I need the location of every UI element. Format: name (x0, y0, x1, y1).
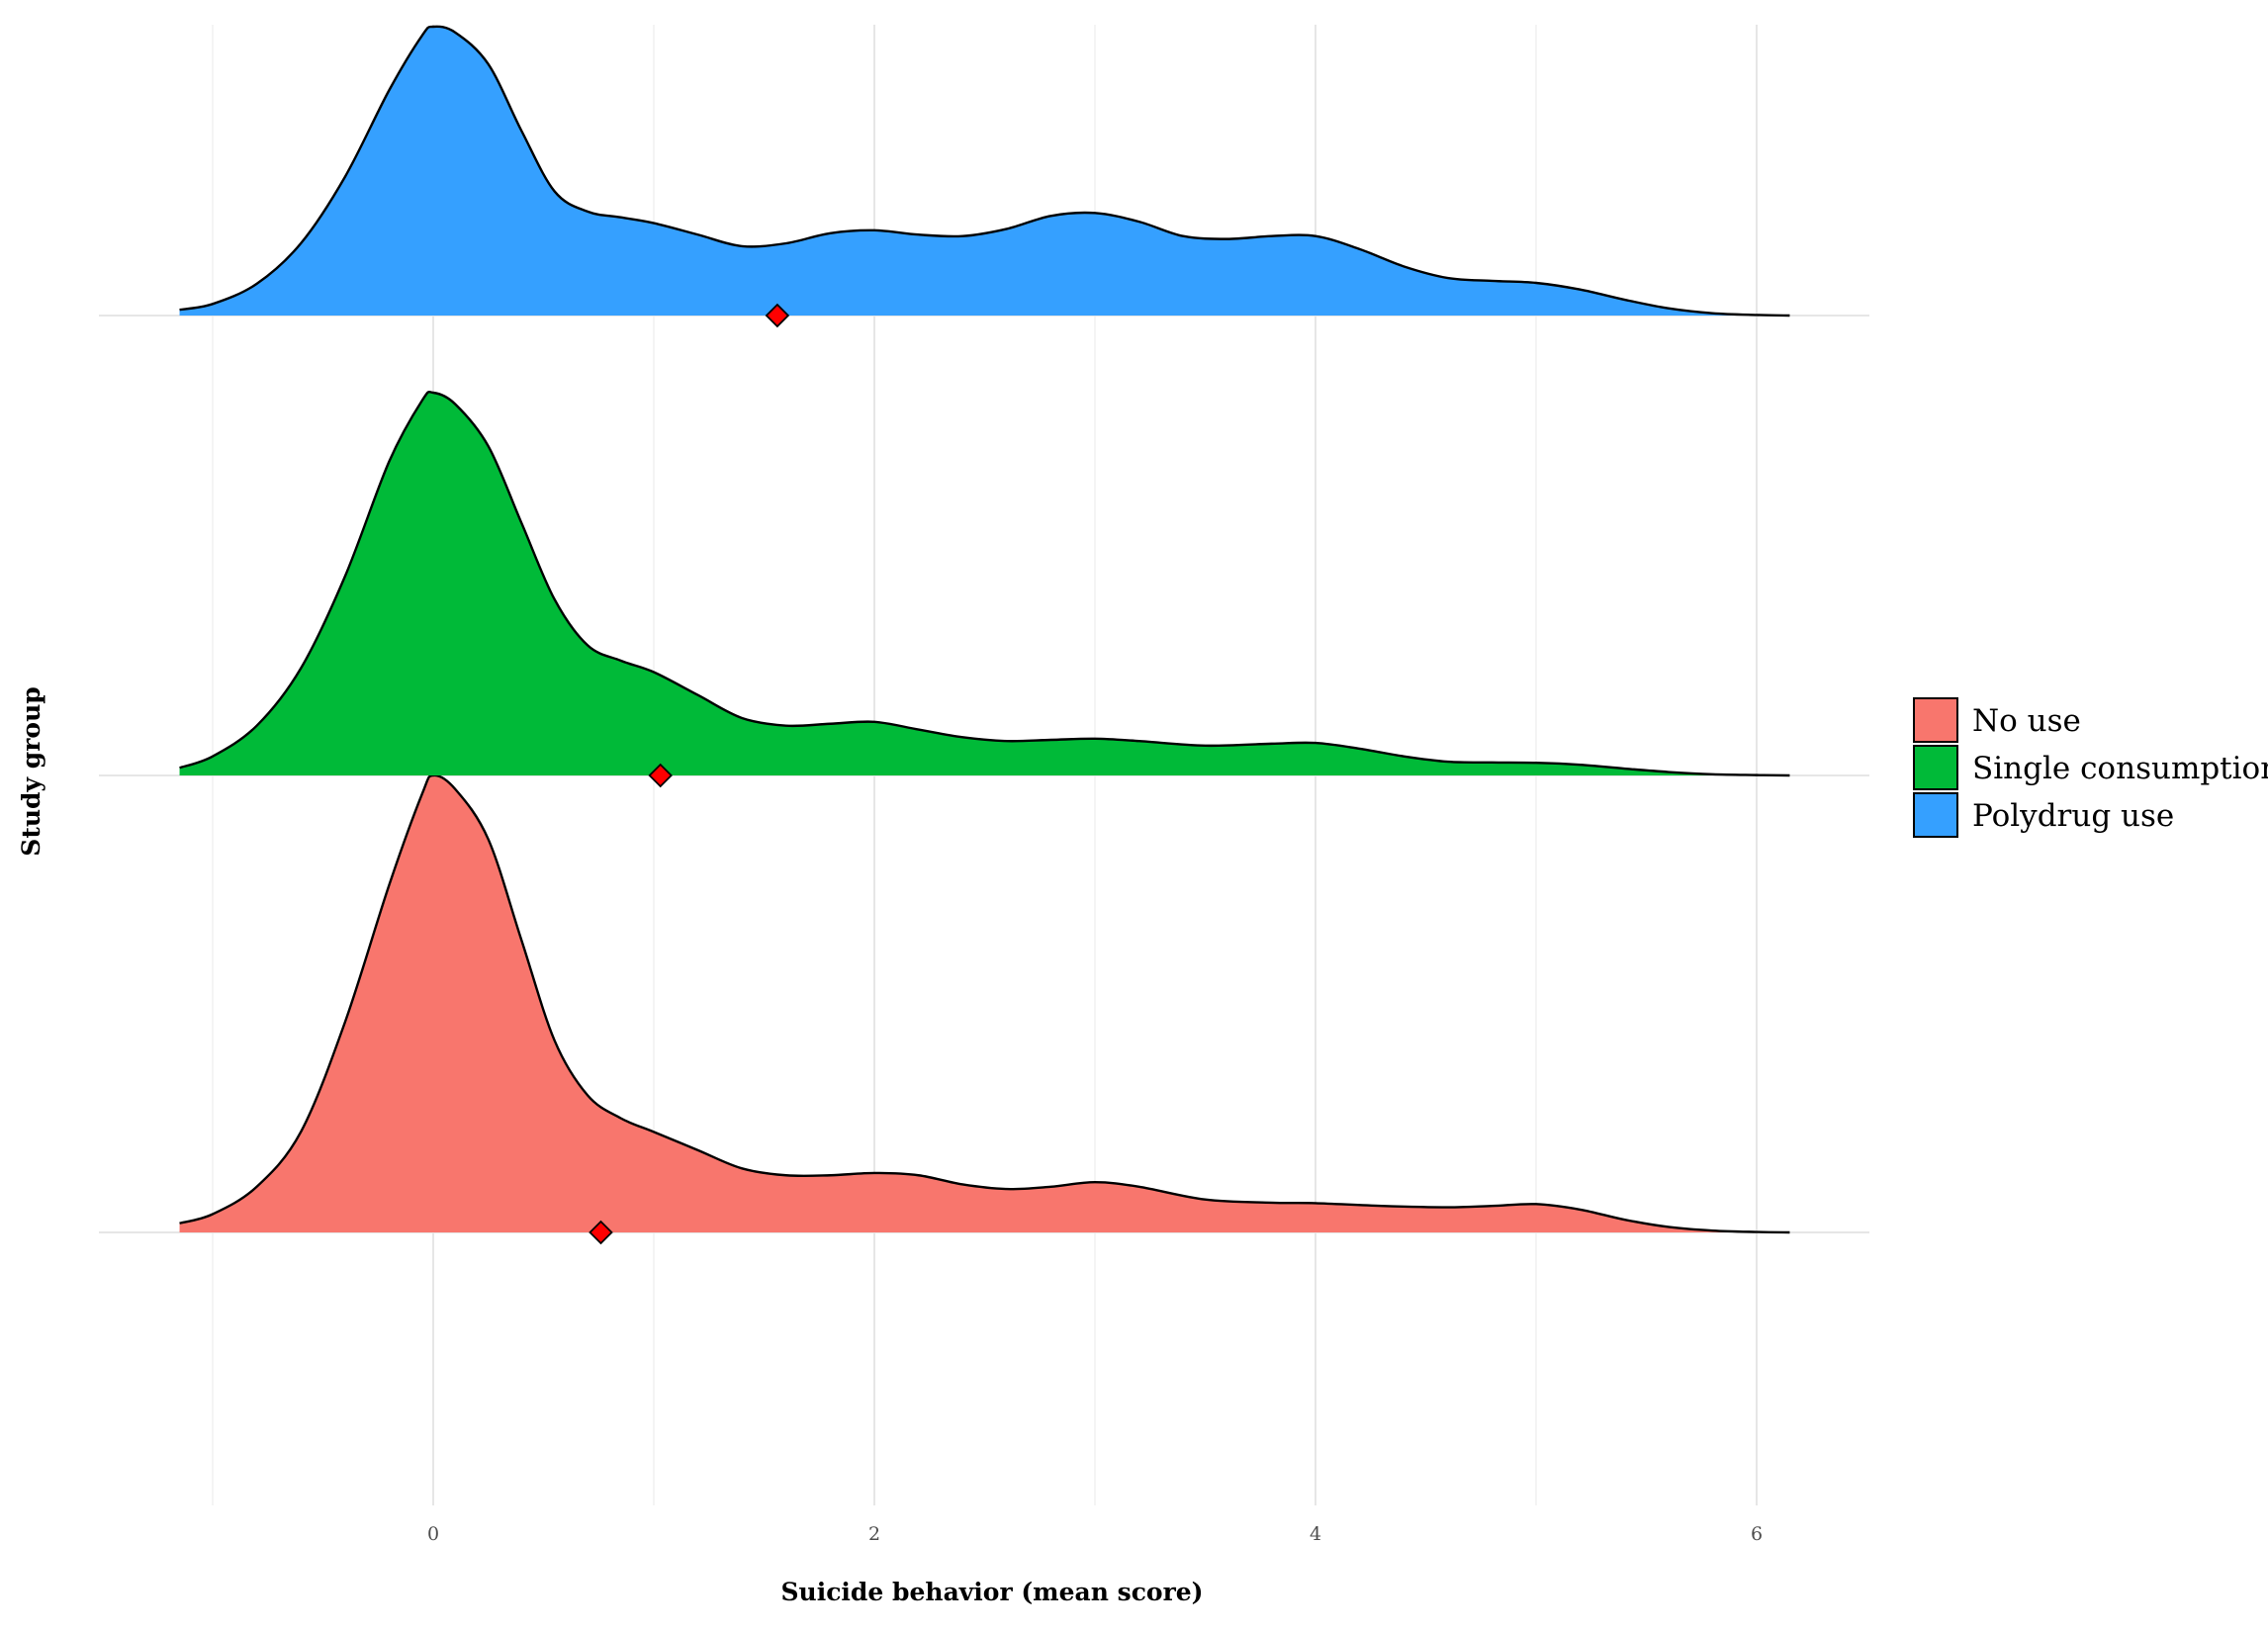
ridge-fill-polydrug-use (180, 27, 1790, 316)
legend-label-polydrug-use: Polydrug use (1972, 798, 2174, 834)
legend: No use Single consumption Polydrug use (1914, 698, 2268, 837)
legend-key-no-use (1914, 698, 1957, 742)
x-axis-ticks: 0 2 4 6 (427, 1523, 1763, 1545)
legend-key-single-consumption (1914, 746, 1957, 789)
ridge-fill-single-consumption (180, 392, 1790, 775)
x-tick-label: 2 (868, 1523, 880, 1545)
legend-key-polydrug-use (1914, 793, 1957, 837)
legend-label-single-consumption: Single consumption (1972, 751, 2268, 786)
y-axis-title: Study group (17, 686, 45, 856)
legend-label-no-use: No use (1972, 703, 2081, 739)
x-axis-title: Suicide behavior (mean score) (780, 1578, 1203, 1606)
ridges-layer (180, 27, 1790, 1232)
x-tick-label: 6 (1751, 1523, 1763, 1545)
ridge-fill-no-use (180, 775, 1790, 1232)
x-tick-label: 4 (1310, 1523, 1321, 1545)
x-tick-label: 0 (427, 1523, 439, 1545)
